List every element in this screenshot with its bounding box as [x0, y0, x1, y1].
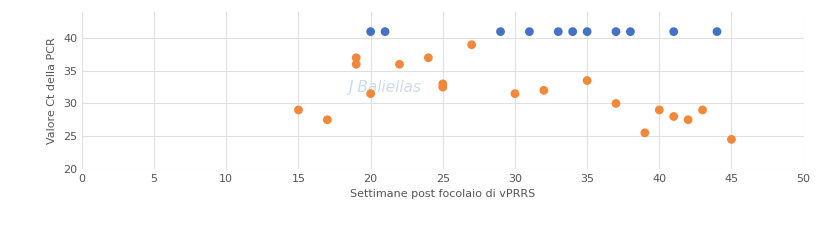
Point: [580, 79, 593, 82]
Point: [349, 62, 362, 66]
Point: [436, 82, 449, 86]
Point: [292, 108, 305, 112]
Point: [667, 30, 680, 33]
Point: [349, 56, 362, 60]
Point: [709, 30, 722, 33]
Point: [580, 30, 593, 33]
Point: [392, 62, 405, 66]
Point: [523, 30, 536, 33]
Point: [609, 30, 622, 33]
Point: [493, 30, 506, 33]
Point: [623, 30, 636, 33]
Point: [565, 30, 578, 33]
Point: [637, 131, 650, 135]
Text: J Baliellas: J Baliellas: [348, 80, 421, 95]
Point: [652, 108, 665, 112]
Point: [364, 30, 377, 33]
Point: [609, 101, 622, 105]
Point: [508, 92, 521, 96]
Point: [320, 118, 333, 122]
Point: [695, 108, 708, 112]
Point: [364, 92, 377, 96]
X-axis label: Settimane post focolaio di vPRRS: Settimane post focolaio di vPRRS: [350, 189, 535, 199]
Point: [681, 118, 694, 122]
Point: [724, 137, 737, 141]
Point: [536, 88, 550, 92]
Point: [436, 85, 449, 89]
Point: [464, 43, 477, 47]
Y-axis label: Valore Ct della PCR: Valore Ct della PCR: [48, 37, 57, 144]
Point: [667, 114, 680, 118]
Point: [551, 30, 564, 33]
Point: [421, 56, 434, 60]
Point: [378, 30, 391, 33]
